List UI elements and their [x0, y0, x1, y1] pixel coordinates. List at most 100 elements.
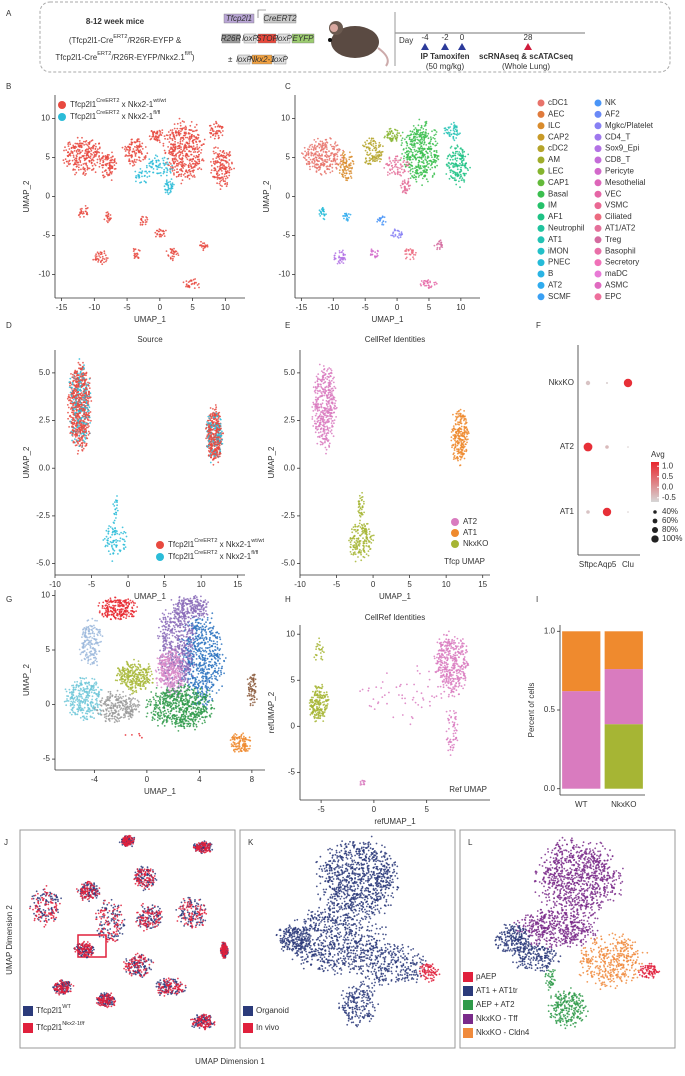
cell-point: [70, 373, 72, 375]
cell-point: [81, 143, 83, 145]
cell-point: [92, 169, 94, 171]
cell-point: [90, 157, 92, 159]
cell-point: [170, 190, 172, 192]
cell-point: [335, 145, 337, 147]
cell-point: [163, 169, 165, 171]
cell-point: [83, 167, 85, 169]
cell-point: [416, 181, 418, 183]
cell-point: [311, 148, 313, 150]
cell-point: [445, 173, 447, 175]
cell-point: [80, 208, 82, 210]
cell-point: [367, 163, 369, 165]
cell-point: [421, 167, 423, 169]
cell-point: [113, 531, 115, 533]
cell-point: [131, 157, 133, 159]
cell-point: [346, 219, 348, 221]
cell-point: [69, 385, 71, 387]
cell-point: [110, 536, 112, 538]
y-tick-label: -2.5: [36, 511, 50, 520]
cell-point: [113, 522, 115, 524]
cell-point: [342, 259, 344, 261]
cell-point: [191, 136, 193, 138]
cell-point: [218, 412, 220, 414]
cell-point: [396, 160, 398, 162]
cell-point: [200, 168, 202, 170]
cell-point: [371, 138, 373, 140]
cell-point: [75, 436, 77, 438]
cell-point: [304, 157, 306, 159]
cell-point: [123, 531, 125, 533]
cell-point: [217, 450, 219, 452]
cell-point: [104, 258, 106, 260]
cell-point: [320, 428, 322, 430]
cell-point: [108, 550, 110, 552]
cell-point: [159, 130, 161, 132]
cell-point: [148, 158, 150, 160]
cell-point: [193, 279, 195, 281]
cell-point: [166, 175, 168, 177]
cell-point: [437, 143, 439, 145]
cell-point: [142, 159, 144, 161]
cell-point: [190, 173, 192, 175]
cell-point: [315, 431, 317, 433]
cell-point: [349, 173, 351, 175]
cell-point: [334, 161, 336, 163]
cell-point: [202, 249, 204, 251]
cell-point: [169, 168, 171, 170]
cell-point: [455, 172, 457, 174]
cell-point: [144, 171, 146, 173]
cell-point: [345, 177, 347, 179]
cell-point: [117, 510, 119, 512]
cell-point: [189, 125, 191, 127]
cell-point: [106, 257, 108, 259]
cell-point: [465, 167, 467, 169]
cell-point: [333, 435, 335, 437]
cell-point: [68, 145, 70, 147]
cell-point: [81, 399, 83, 401]
cell-point: [177, 123, 179, 125]
cell-point: [153, 168, 155, 170]
cell-point: [69, 148, 71, 150]
text-part: Tfcp2l1: [168, 552, 195, 561]
cell-point: [200, 241, 202, 243]
cell-point: [77, 374, 79, 376]
cell-point: [428, 156, 430, 158]
cell-point: [209, 431, 211, 433]
cell-point: [381, 224, 383, 226]
cell-point: [314, 144, 316, 146]
cell-point: [71, 440, 73, 442]
cell-point: [188, 281, 190, 283]
cell-point: [446, 163, 448, 165]
cell-point: [209, 447, 211, 449]
cell-point: [430, 136, 432, 138]
cell-point: [459, 186, 461, 188]
cell-point: [219, 453, 221, 455]
cell-point: [221, 155, 223, 157]
cell-point: [413, 134, 415, 136]
x-axis-label: UMAP_1: [371, 315, 404, 324]
text-part: Tfcp2l1: [168, 540, 195, 549]
cell-point: [210, 136, 212, 138]
cell-point: [467, 154, 469, 156]
cell-point: [214, 444, 216, 446]
cell-point: [63, 150, 65, 152]
cell-point: [156, 156, 158, 158]
cell-point: [189, 178, 191, 180]
cell-point: [199, 167, 201, 169]
text-part: /R26R-EYFP/Nkx2.1: [111, 53, 185, 62]
cell-point: [119, 549, 121, 551]
cell-point: [319, 436, 321, 438]
y-tick-label: 5: [286, 153, 291, 162]
cell-point: [212, 429, 214, 431]
cell-point: [377, 250, 379, 252]
cell-point: [158, 160, 160, 162]
cell-point: [432, 137, 434, 139]
cell-point: [181, 143, 183, 145]
cell-point: [216, 416, 218, 418]
cell-point: [190, 151, 192, 153]
cell-point: [450, 130, 452, 132]
cell-point: [104, 159, 106, 161]
cell-point: [166, 168, 168, 170]
cell-point: [456, 134, 458, 136]
cell-point: [167, 146, 169, 148]
